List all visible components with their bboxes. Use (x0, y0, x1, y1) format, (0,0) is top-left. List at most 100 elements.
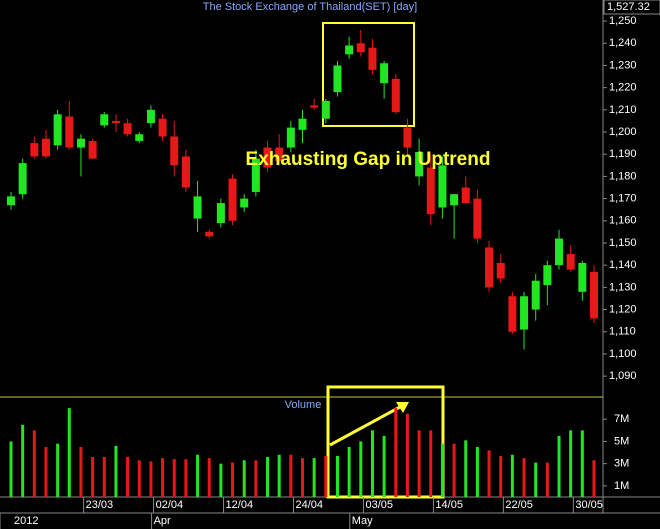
x-tick-label: 03/05 (365, 499, 393, 511)
volume-bar (569, 430, 573, 497)
highlight-box (322, 22, 415, 127)
volume-bar (67, 408, 71, 497)
candle-body (158, 118, 167, 137)
volume-bar (534, 462, 538, 497)
volume-bar (464, 440, 468, 497)
y-tick-label: 1,210 (609, 104, 637, 116)
candle-body (111, 120, 120, 124)
volume-bar (172, 459, 176, 497)
candle-body (380, 63, 389, 84)
last-value-box (603, 0, 660, 15)
volume-bar (335, 455, 339, 497)
volume-bar (312, 458, 316, 497)
volume-bar (557, 435, 561, 497)
x-tick-label: 14/05 (435, 499, 463, 511)
volume-bar (394, 408, 398, 497)
volume-bar (487, 450, 491, 497)
candle-body (275, 147, 284, 161)
candle-body (135, 134, 144, 141)
candle-body (123, 123, 132, 135)
arrow-head (396, 402, 409, 413)
y-tick-label: 1,190 (609, 148, 637, 160)
candle-body (473, 198, 482, 239)
volume-bar (324, 455, 328, 497)
candle-body (240, 198, 249, 208)
y-tick-label: 1M (614, 480, 629, 492)
volume-bar (510, 454, 514, 497)
volume-bar (149, 461, 153, 497)
y-tick-label: 3M (614, 458, 629, 470)
x-tick-label: 30/05 (575, 499, 603, 511)
candle-body (65, 116, 74, 148)
candle-body (100, 114, 109, 126)
x-tick-label: 12/04 (226, 499, 254, 511)
y-tick-label: 1,230 (609, 59, 637, 71)
volume-bar (231, 462, 235, 497)
volume-bar (475, 447, 479, 497)
volume-bar (522, 458, 526, 497)
y-tick-label: 1,170 (609, 193, 637, 205)
volume-bar (429, 430, 433, 497)
candle-body (345, 45, 354, 55)
candle-body (555, 238, 564, 266)
candle-body (41, 138, 50, 157)
candle-body (298, 118, 307, 130)
volume-bar (137, 460, 141, 497)
candle-body (53, 114, 62, 146)
volume-bar (196, 454, 200, 497)
volume-bar (359, 441, 363, 497)
marks: 1,090 1,100 1,110 1,120 1,130 1,140 1,150 1,160… (0, 15, 637, 529)
y-tick-label: 1,180 (609, 170, 637, 182)
volume-bar (207, 458, 211, 497)
candle-body (590, 271, 598, 319)
candle-body (170, 136, 179, 166)
volume-bar (184, 459, 188, 497)
volume-bar (277, 454, 281, 497)
volume-bar (9, 441, 13, 497)
y-tick-label: 1,110 (609, 326, 636, 338)
candle-body (485, 247, 494, 288)
candle-body (415, 152, 424, 177)
volume-bar (440, 443, 444, 497)
month-label: Apr (154, 515, 171, 527)
x-tick-label: 24/04 (296, 499, 324, 511)
volume-bar (301, 458, 304, 497)
candle-body (216, 203, 225, 224)
candle-body (578, 262, 587, 292)
volume-bar (545, 462, 549, 497)
volume-bar (56, 443, 60, 497)
candle-body (333, 65, 342, 93)
volume-bar (382, 435, 386, 497)
candle-body (251, 158, 260, 192)
candle-body (321, 100, 330, 119)
candle-body (181, 156, 190, 188)
candle-body (438, 165, 447, 208)
candle-body (88, 140, 97, 159)
y-tick-label: 1,100 (609, 348, 637, 360)
candle-body (391, 78, 400, 113)
candle-body (543, 265, 552, 286)
volume-bar (91, 457, 95, 497)
candle-body (7, 196, 15, 206)
volume-bar (21, 424, 25, 497)
volume-bar (347, 447, 351, 497)
volume-bar (114, 445, 118, 497)
candle-body (566, 254, 575, 270)
volume-bar (289, 454, 293, 497)
candle-body (368, 47, 377, 70)
volume-bar (592, 460, 596, 497)
month-label: 2012 (14, 515, 38, 527)
month-label: May (352, 515, 373, 527)
candle-body (426, 167, 435, 215)
last-value: 1,527.32 (607, 1, 650, 13)
candle-body (310, 105, 319, 108)
candle-body (30, 143, 39, 157)
x-tick-label: 02/04 (156, 499, 184, 511)
candle-body (461, 187, 470, 204)
volume-bar (580, 430, 584, 497)
candle-body (450, 194, 459, 206)
volume-bar (126, 457, 130, 497)
volume-bar (219, 463, 223, 497)
